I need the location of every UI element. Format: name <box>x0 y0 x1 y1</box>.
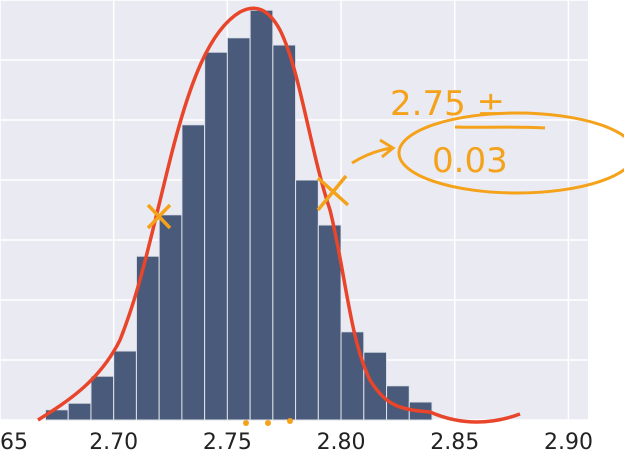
dot <box>243 420 249 426</box>
ellipse-annotation <box>397 111 624 195</box>
bar <box>158 214 183 421</box>
fraction-line <box>454 125 546 130</box>
x-tick-label: 2.80 <box>317 430 366 455</box>
bar <box>317 224 342 421</box>
bar <box>340 331 365 421</box>
bars <box>44 9 433 421</box>
x-tick-label: 2.75 <box>203 430 252 455</box>
x-axis: 65 2.70 2.75 2.80 2.85 2.90 <box>0 430 593 455</box>
dot <box>287 418 293 424</box>
x-tick-label: 2.85 <box>430 430 479 455</box>
bar <box>181 124 206 421</box>
bar <box>113 350 137 421</box>
bar <box>295 179 319 421</box>
density-curve <box>37 6 521 424</box>
bar <box>204 51 228 421</box>
cross-mark <box>316 174 350 212</box>
cross-mark <box>146 203 172 230</box>
bar <box>226 37 251 421</box>
x-tick-label: 2.70 <box>89 430 138 455</box>
dots <box>243 418 293 426</box>
annotation: 2.75 ± <box>390 84 505 124</box>
x-tick-label: 2.90 <box>544 430 593 455</box>
arrow <box>351 138 396 165</box>
bar <box>272 44 297 421</box>
bar <box>249 9 274 421</box>
annotation: 0.03 <box>432 141 508 181</box>
bar <box>90 375 115 421</box>
bar <box>67 402 92 421</box>
x-tick-label: 65 <box>0 430 28 455</box>
dot <box>265 420 271 426</box>
